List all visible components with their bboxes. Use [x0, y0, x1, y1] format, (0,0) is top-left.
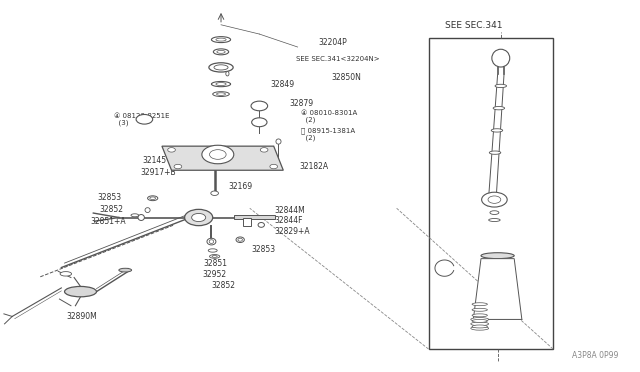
- Text: 32952: 32952: [202, 270, 227, 279]
- Ellipse shape: [212, 256, 217, 257]
- Ellipse shape: [489, 218, 500, 221]
- Ellipse shape: [472, 308, 488, 311]
- Ellipse shape: [216, 93, 225, 95]
- Ellipse shape: [65, 286, 97, 297]
- Bar: [234, 215, 275, 219]
- Ellipse shape: [471, 318, 489, 321]
- Ellipse shape: [209, 240, 214, 243]
- Ellipse shape: [490, 211, 499, 215]
- Text: 32849: 32849: [270, 80, 294, 89]
- Circle shape: [174, 164, 182, 169]
- Ellipse shape: [472, 303, 488, 306]
- Ellipse shape: [119, 268, 132, 272]
- Ellipse shape: [150, 197, 156, 199]
- Text: 32844F: 32844F: [274, 216, 303, 225]
- Ellipse shape: [207, 238, 216, 245]
- Ellipse shape: [216, 83, 226, 86]
- Text: 32844M: 32844M: [274, 206, 305, 215]
- Text: 32851+A: 32851+A: [90, 217, 125, 226]
- Text: Ⓥ 08915-1381A
  (2): Ⓥ 08915-1381A (2): [301, 127, 355, 141]
- Ellipse shape: [214, 65, 228, 70]
- Text: SEE SEC.341: SEE SEC.341: [445, 21, 502, 31]
- Ellipse shape: [217, 50, 225, 53]
- Circle shape: [482, 192, 507, 207]
- Circle shape: [168, 148, 175, 152]
- Text: 32853: 32853: [98, 193, 122, 202]
- Circle shape: [260, 148, 268, 152]
- Ellipse shape: [492, 129, 502, 132]
- Text: 32851: 32851: [204, 259, 228, 268]
- Ellipse shape: [226, 71, 229, 76]
- Circle shape: [191, 214, 205, 222]
- Ellipse shape: [471, 322, 489, 326]
- Text: 32204P: 32204P: [319, 38, 348, 47]
- Circle shape: [202, 145, 234, 164]
- Polygon shape: [162, 146, 284, 170]
- Text: ④ 08010-8301A
  (2): ④ 08010-8301A (2): [301, 110, 357, 123]
- Text: 32890M: 32890M: [67, 312, 97, 321]
- Polygon shape: [474, 259, 522, 320]
- Ellipse shape: [208, 249, 217, 252]
- Text: B: B: [257, 103, 262, 109]
- Ellipse shape: [471, 327, 489, 330]
- Text: 32879: 32879: [289, 99, 314, 108]
- Circle shape: [270, 164, 278, 169]
- Ellipse shape: [472, 325, 488, 328]
- Circle shape: [488, 196, 500, 203]
- Ellipse shape: [131, 214, 139, 217]
- Circle shape: [211, 191, 218, 195]
- Ellipse shape: [211, 37, 230, 42]
- Ellipse shape: [492, 49, 509, 67]
- Text: 32917+B: 32917+B: [140, 168, 175, 177]
- Ellipse shape: [276, 139, 281, 144]
- Circle shape: [136, 115, 153, 124]
- Circle shape: [251, 101, 268, 111]
- Text: 32145: 32145: [143, 155, 166, 164]
- Ellipse shape: [60, 272, 72, 276]
- Ellipse shape: [212, 92, 229, 96]
- Text: 32852: 32852: [100, 205, 124, 214]
- Text: 32182A: 32182A: [300, 162, 329, 171]
- Text: ④ 08120-8251E
  (3): ④ 08120-8251E (3): [115, 113, 170, 126]
- Ellipse shape: [258, 222, 264, 227]
- Ellipse shape: [481, 253, 514, 259]
- Ellipse shape: [472, 314, 488, 317]
- Text: W: W: [257, 120, 262, 125]
- Ellipse shape: [216, 38, 226, 41]
- Ellipse shape: [138, 215, 145, 221]
- Bar: [243, 218, 251, 226]
- Circle shape: [184, 209, 212, 226]
- Ellipse shape: [209, 254, 220, 258]
- Ellipse shape: [209, 63, 233, 72]
- Circle shape: [209, 150, 226, 159]
- Text: A3P8A 0P99: A3P8A 0P99: [573, 351, 619, 360]
- Ellipse shape: [211, 81, 230, 87]
- Text: B: B: [142, 117, 147, 122]
- Text: 32850N: 32850N: [332, 73, 362, 82]
- Ellipse shape: [493, 106, 504, 110]
- Ellipse shape: [238, 238, 243, 241]
- Text: 32829+A: 32829+A: [274, 227, 310, 236]
- Text: 32852: 32852: [211, 281, 236, 290]
- Text: 32853: 32853: [251, 244, 275, 253]
- Ellipse shape: [236, 237, 244, 243]
- Ellipse shape: [213, 49, 228, 55]
- Circle shape: [252, 118, 267, 127]
- Ellipse shape: [472, 320, 488, 323]
- Ellipse shape: [148, 196, 158, 201]
- Bar: [429, 38, 553, 349]
- Ellipse shape: [495, 84, 506, 87]
- Text: SEE SEC.341<32204N>: SEE SEC.341<32204N>: [296, 55, 380, 61]
- Text: 32169: 32169: [228, 182, 253, 191]
- Ellipse shape: [145, 208, 150, 212]
- Ellipse shape: [490, 151, 500, 154]
